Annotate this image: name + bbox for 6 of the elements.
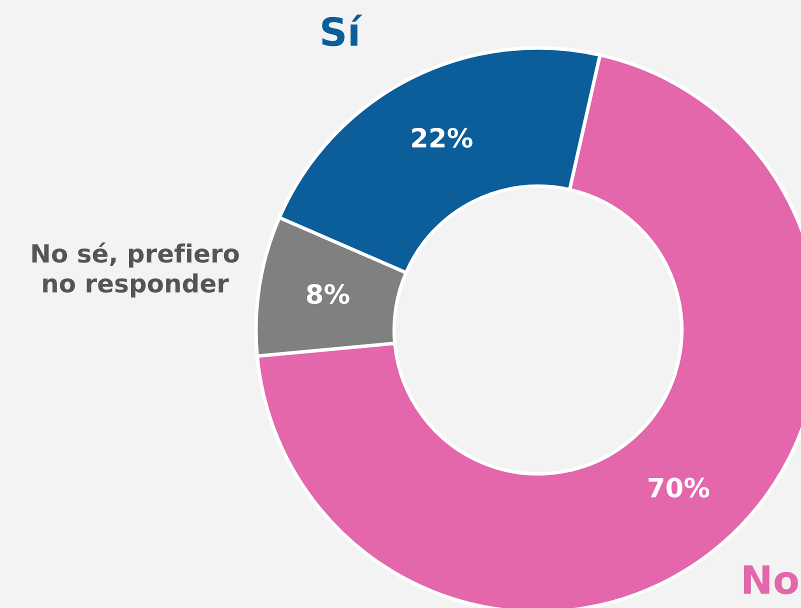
data-label: 70% <box>648 478 710 498</box>
slice-label: No <box>744 565 798 594</box>
slice-label: Sí <box>322 14 362 46</box>
data-label: 22% <box>412 128 472 148</box>
slice-label: No sé, prefiero no responder <box>32 242 239 298</box>
data-label: 8% <box>306 284 350 304</box>
